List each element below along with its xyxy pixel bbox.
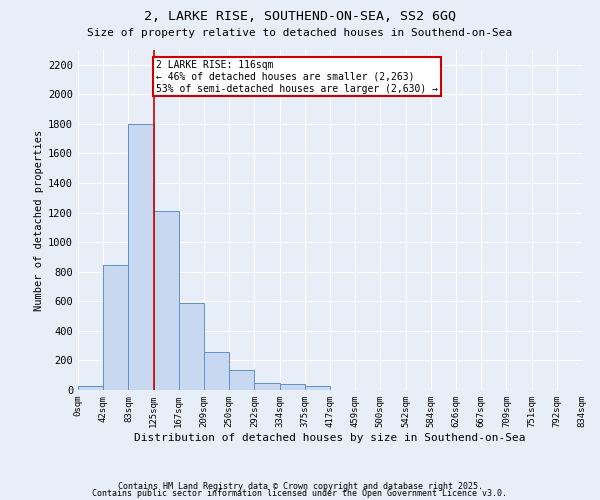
Bar <box>179 303 204 390</box>
Bar <box>229 370 254 390</box>
Bar <box>204 352 229 390</box>
Bar <box>128 124 154 390</box>
Text: Contains public sector information licensed under the Open Government Licence v3: Contains public sector information licen… <box>92 490 508 498</box>
Text: 2, LARKE RISE, SOUTHEND-ON-SEA, SS2 6GQ: 2, LARKE RISE, SOUTHEND-ON-SEA, SS2 6GQ <box>144 10 456 23</box>
Bar <box>305 386 330 390</box>
Y-axis label: Number of detached properties: Number of detached properties <box>34 130 44 310</box>
Bar <box>154 211 179 390</box>
Text: Contains HM Land Registry data © Crown copyright and database right 2025.: Contains HM Land Registry data © Crown c… <box>118 482 482 491</box>
Bar <box>254 384 280 390</box>
Bar <box>103 265 128 390</box>
X-axis label: Distribution of detached houses by size in Southend-on-Sea: Distribution of detached houses by size … <box>134 432 526 442</box>
Text: Size of property relative to detached houses in Southend-on-Sea: Size of property relative to detached ho… <box>88 28 512 38</box>
Bar <box>78 386 103 390</box>
Text: 2 LARKE RISE: 116sqm
← 46% of detached houses are smaller (2,263)
53% of semi-de: 2 LARKE RISE: 116sqm ← 46% of detached h… <box>156 60 438 94</box>
Bar <box>280 384 305 390</box>
